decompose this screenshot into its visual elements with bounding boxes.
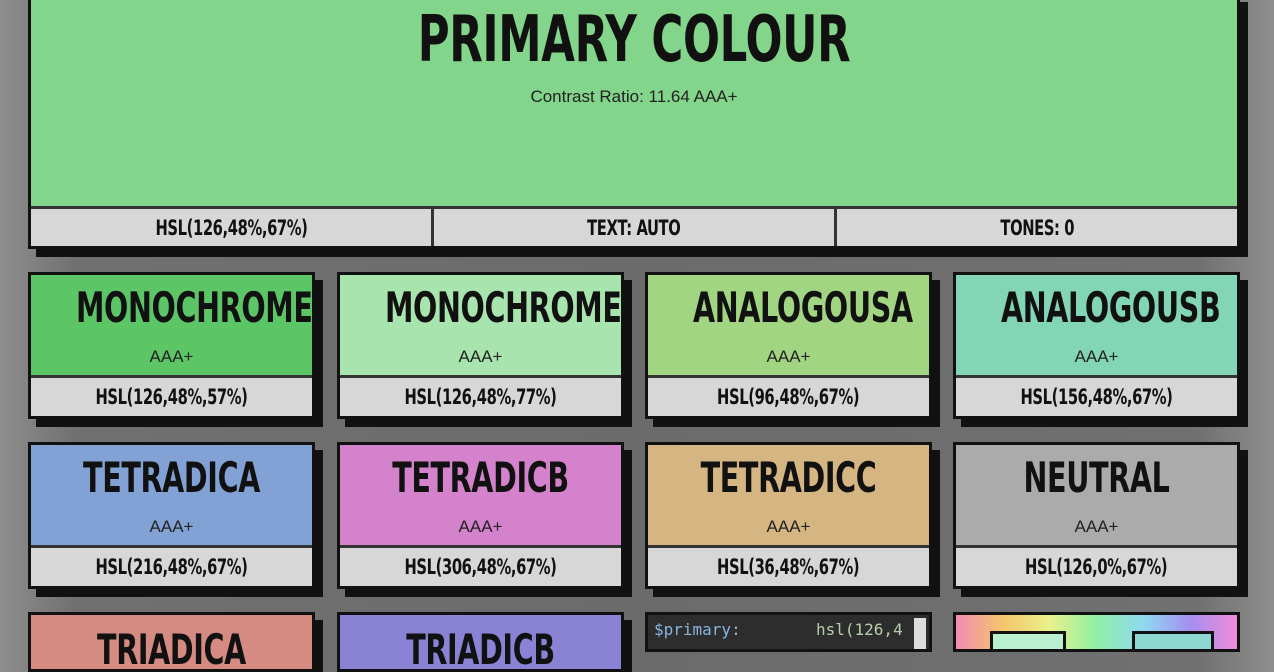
swatch-hsl-field[interactable]: HSL(126,48%,57%) xyxy=(95,385,248,409)
swatch-rating: AAA+ xyxy=(1074,347,1119,366)
primary-controls: HSL(126,48%,67%) TEXT: AUTO TONES: 0 xyxy=(31,209,1237,246)
swatch-card-triadica[interactable]: TRIADICA xyxy=(28,612,315,672)
swatch-title: TRIADICA xyxy=(97,625,246,672)
preview-panel xyxy=(953,612,1240,652)
swatch-card-tetradica[interactable]: TETRADICA AAA+ HSL(216,48%,67%) xyxy=(28,442,315,589)
swatch-hsl-bar: HSL(216,48%,67%) xyxy=(31,548,312,586)
swatch-hsl-bar: HSL(96,48%,67%) xyxy=(648,378,929,416)
swatch-card-triadicb[interactable]: TRIADICB xyxy=(337,612,624,672)
swatch-rating: AAA+ xyxy=(149,517,194,536)
swatch-hsl-bar: HSL(306,48%,67%) xyxy=(340,548,621,586)
swatch-color[interactable]: TETRADICA AAA+ xyxy=(31,445,312,548)
swatch-title: TRIADICB xyxy=(406,625,555,672)
text-mode-toggle[interactable]: TEXT: AUTO xyxy=(431,209,834,246)
swatch-title: MONOCHROMEA xyxy=(75,283,315,332)
swatch-hsl-field[interactable]: HSL(96,48%,67%) xyxy=(717,385,860,409)
swatch-card-analogousa[interactable]: ANALOGOUSA AAA+ HSL(96,48%,67%) xyxy=(645,272,932,419)
swatch-hsl-field[interactable]: HSL(216,48%,67%) xyxy=(95,555,248,579)
primary-swatch[interactable]: PRIMARY COLOUR Contrast Ratio: 11.64 AAA… xyxy=(31,0,1237,209)
preview-shape xyxy=(990,631,1066,649)
code-scrollbar[interactable] xyxy=(914,618,926,649)
primary-title: PRIMARY COLOUR xyxy=(417,3,851,77)
swatch-title: TETRADICC xyxy=(700,453,877,502)
swatch-hsl-bar: HSL(126,0%,67%) xyxy=(956,548,1237,586)
swatch-card-monochromea[interactable]: MONOCHROMEA AAA+ HSL(126,48%,57%) xyxy=(28,272,315,419)
swatch-rating: AAA+ xyxy=(766,347,811,366)
swatch-hsl-field[interactable]: HSL(306,48%,67%) xyxy=(404,555,557,579)
swatch-title: TETRADICA xyxy=(83,453,260,502)
swatch-rating: AAA+ xyxy=(458,517,503,536)
swatch-rating: AAA+ xyxy=(458,347,503,366)
swatch-card-monochromeb[interactable]: MONOCHROMEB AAA+ HSL(126,48%,77%) xyxy=(337,272,624,419)
swatch-hsl-bar: HSL(156,48%,67%) xyxy=(956,378,1237,416)
swatch-card-neutral[interactable]: NEUTRAL AAA+ HSL(126,0%,67%) xyxy=(953,442,1240,589)
swatch-title: ANALOGOUSB xyxy=(1000,283,1221,332)
swatch-hsl-bar: HSL(126,48%,57%) xyxy=(31,378,312,416)
swatch-hsl-field[interactable]: HSL(156,48%,67%) xyxy=(1020,385,1173,409)
swatch-rating: AAA+ xyxy=(1074,517,1119,536)
swatch-color[interactable]: NEUTRAL AAA+ xyxy=(956,445,1237,548)
tones-control[interactable]: TONES: 0 xyxy=(834,209,1237,246)
swatch-hsl-bar: HSL(36,48%,67%) xyxy=(648,548,929,586)
swatch-color[interactable]: ANALOGOUSA AAA+ xyxy=(648,275,929,378)
contrast-ratio: Contrast Ratio: 11.64 AAA+ xyxy=(530,87,738,106)
code-value: hsl(126,4 xyxy=(816,620,903,639)
swatch-color[interactable]: TETRADICB AAA+ xyxy=(340,445,621,548)
swatch-card-analogousb[interactable]: ANALOGOUSB AAA+ HSL(156,48%,67%) xyxy=(953,272,1240,419)
swatch-hsl-field[interactable]: HSL(126,48%,77%) xyxy=(404,385,557,409)
swatch-card-tetradicc[interactable]: TETRADICC AAA+ HSL(36,48%,67%) xyxy=(645,442,932,589)
swatch-title: MONOCHROMEB xyxy=(384,283,624,332)
swatch-hsl-field[interactable]: HSL(126,0%,67%) xyxy=(1025,555,1168,579)
swatch-hsl-bar: HSL(126,48%,77%) xyxy=(340,378,621,416)
scss-code-panel[interactable]: $primary: hsl(126,4 xyxy=(645,612,932,652)
swatch-title: NEUTRAL xyxy=(1023,453,1170,502)
swatch-rating: AAA+ xyxy=(149,347,194,366)
swatch-title: TETRADICB xyxy=(392,453,569,502)
code-variable: $primary: xyxy=(654,620,741,639)
primary-hsl-field[interactable]: HSL(126,48%,67%) xyxy=(154,215,308,240)
preview-shape xyxy=(1132,631,1214,649)
swatch-color[interactable]: MONOCHROMEB AAA+ xyxy=(340,275,621,378)
swatch-color[interactable]: MONOCHROMEA AAA+ xyxy=(31,275,312,378)
primary-colour-card: PRIMARY COLOUR Contrast Ratio: 11.64 AAA… xyxy=(28,0,1240,249)
swatch-title: ANALOGOUSA xyxy=(692,283,913,332)
swatch-rating: AAA+ xyxy=(766,517,811,536)
swatch-color[interactable]: TETRADICC AAA+ xyxy=(648,445,929,548)
swatch-hsl-field[interactable]: HSL(36,48%,67%) xyxy=(717,555,860,579)
swatch-card-tetradicb[interactable]: TETRADICB AAA+ HSL(306,48%,67%) xyxy=(337,442,624,589)
swatch-color[interactable]: ANALOGOUSB AAA+ xyxy=(956,275,1237,378)
